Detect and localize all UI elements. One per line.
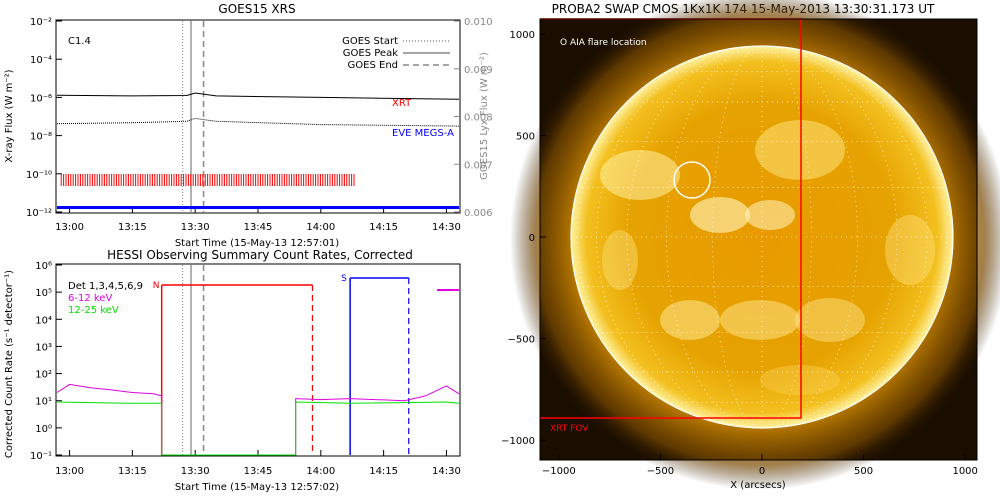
goes-y-tick-label: 10⁻⁴ xyxy=(30,55,52,66)
aia-flare-location-marker xyxy=(673,161,711,199)
swap-y-tick-label: 500 xyxy=(516,131,535,142)
longitude-line xyxy=(761,45,928,429)
longitude-line xyxy=(761,45,858,429)
eve-coverage-bar xyxy=(57,206,459,209)
hessi-panel: HESSI Observing Summary Count Rates, Cor… xyxy=(4,248,461,493)
goes-x-tick-label: 14:30 xyxy=(432,222,461,233)
series-line-xrt xyxy=(56,92,460,100)
goes-panel: GOES15 XRS 10⁻² 10⁻⁴ 10⁻⁶ 10⁻⁸ 10⁻¹⁰ 10⁻¹² 0.… xyxy=(4,2,493,249)
swap-panel: PROBA2 SWAP CMOS 1Kx1K 174 15-May-2013 1… xyxy=(501,0,1000,491)
goes-x-tick-label: 13:45 xyxy=(244,222,273,233)
swap-xlabel: X (arcsecs) xyxy=(730,480,786,491)
goes-x-tick-label: 13:30 xyxy=(181,222,210,233)
xrt-fov-label: XRT FOV xyxy=(550,424,589,434)
hessi-title: HESSI Observing Summary Count Rates, Cor… xyxy=(107,248,413,262)
series-line-12-25-kev xyxy=(56,401,460,456)
longitude-line xyxy=(577,45,763,429)
goes-xrt-label: XRT xyxy=(392,98,412,109)
goes-x-tick-label: 14:00 xyxy=(306,222,335,233)
goes-x-tick-label: 14:15 xyxy=(369,222,398,233)
hessi-x-tick-label: 13:30 xyxy=(181,466,210,477)
longitude-line xyxy=(666,45,763,429)
goes-x-tick-label: 13:15 xyxy=(118,222,147,233)
swap-y-tick-label: −1000 xyxy=(501,436,535,447)
swap-plot-frame xyxy=(539,18,978,461)
goes-x-axis: 13:00 13:15 13:30 13:45 14:00 14:15 14:30 xyxy=(55,207,461,233)
hessi-y-tick-label: 10² xyxy=(35,370,52,381)
swap-x-tick-label: 500 xyxy=(854,466,873,477)
goes-y2-tick-label: 0.008 xyxy=(464,113,493,124)
goes-eve-label: EVE MEGS-A xyxy=(392,128,454,139)
hessi-y-tick-label: 10⁵ xyxy=(35,288,52,299)
longitude-line xyxy=(712,45,763,429)
swap-y-tick-label: 1000 xyxy=(510,30,535,41)
hessi-y-axis: 10⁶ 10⁵ 10⁴ 10³ 10² 10¹ 10⁰ 10⁻¹ xyxy=(30,261,62,462)
goes-ylabel-right: GOES15 Lyx Flux (W m⁻²) xyxy=(479,52,490,180)
longitude-line xyxy=(761,45,947,429)
hessi-flag-markers xyxy=(160,277,410,455)
hessi-x-tick-label: 13:45 xyxy=(244,466,273,477)
goes-y-tick-label: 10⁻¹² xyxy=(26,208,52,219)
hessi-ylabel: Corrected Count Rate (s⁻¹ detector⁻¹) xyxy=(4,270,15,458)
hessi-x-tick-label: 13:15 xyxy=(118,466,147,477)
hessi-flag-s-label: S xyxy=(341,274,347,284)
goes-x-tick-label: 13:00 xyxy=(55,222,84,233)
series-line-6-12-kev xyxy=(56,383,460,456)
goes-y-tick-label: 10⁻¹⁰ xyxy=(26,170,52,181)
hessi-x-tick-label: 14:00 xyxy=(306,466,335,477)
goes-flare-class: C1.4 xyxy=(68,36,91,47)
swap-x-tick-label: 1000 xyxy=(952,466,977,477)
goes-ylabel-left: X-ray Flux (W m⁻²) xyxy=(4,69,15,162)
hessi-y-tick-label: 10⁴ xyxy=(35,315,52,326)
hessi-legend-det: Det 1,3,4,5,6,9 xyxy=(68,281,143,292)
hessi-y-tick-label: 10³ xyxy=(35,342,52,353)
hessi-flag-n-label: N xyxy=(153,281,160,291)
swap-x-tick-label: −1000 xyxy=(542,466,576,477)
goes-y-tick-label: 10⁻² xyxy=(30,17,52,28)
xrt-exposure-marks xyxy=(60,174,355,186)
swap-x-axis: −1000 −500 0 500 1000 xyxy=(542,454,978,477)
goes-legend-start: GOES Start xyxy=(342,36,398,47)
heliographic-grid xyxy=(571,45,953,429)
series-line-eve-megs-a xyxy=(56,117,460,127)
swap-legend: O AIA flare location xyxy=(560,38,647,48)
longitude-line xyxy=(761,45,812,429)
hessi-x-tick-label: 14:15 xyxy=(369,466,398,477)
hessi-x-axis: 13:00 13:15 13:30 13:45 14:00 14:15 14:30 xyxy=(55,450,461,477)
hessi-legend-high: 12-25 keV xyxy=(68,305,119,316)
swap-x-tick-label: −500 xyxy=(647,466,674,477)
hessi-magenta-segment xyxy=(437,289,459,291)
goes-y-tick-label: 10⁻⁶ xyxy=(30,93,52,104)
swap-y-axis: 1000 500 0 −500 −1000 xyxy=(501,30,546,447)
goes-legend-end: GOES End xyxy=(348,60,398,71)
swap-y-tick-label: 0 xyxy=(529,233,535,244)
goes-title: GOES15 XRS xyxy=(218,2,295,16)
hessi-x-tick-label: 14:30 xyxy=(432,466,461,477)
hessi-plot-frame xyxy=(55,263,461,457)
goes-y2-tick-label: 0.010 xyxy=(464,17,493,28)
hessi-y-tick-label: 10⁰ xyxy=(35,424,52,435)
goes-y2-axis: 0.010 0.009 0.008 0.007 0.006 xyxy=(454,17,493,219)
hessi-x-tick-label: 13:00 xyxy=(55,466,84,477)
hessi-y-tick-label: 10⁶ xyxy=(35,261,52,272)
swap-y-tick-label: −500 xyxy=(508,335,535,346)
hessi-xlabel: Start Time (15-May-13 12:57:02) xyxy=(175,482,339,493)
goes-y2-tick-label: 0.009 xyxy=(464,65,493,76)
swap-x-tick-label: 0 xyxy=(759,466,765,477)
hessi-y-tick-label: 10¹ xyxy=(35,397,52,408)
goes-legend-peak: GOES Peak xyxy=(343,48,398,59)
hessi-legend-low: 6-12 keV xyxy=(68,293,112,304)
hessi-y-tick-label: 10⁻¹ xyxy=(30,451,52,462)
goes-y2-tick-label: 0.007 xyxy=(464,160,493,171)
goes-y2-tick-label: 0.006 xyxy=(464,208,493,219)
goes-y-axis: 10⁻² 10⁻⁴ 10⁻⁶ 10⁻⁸ 10⁻¹⁰ 10⁻¹² xyxy=(26,17,62,219)
longitude-line xyxy=(596,45,763,429)
goes-xlabel: Start Time (15-May-13 12:57:01) xyxy=(175,238,339,249)
goes-y-tick-label: 10⁻⁸ xyxy=(30,132,52,143)
